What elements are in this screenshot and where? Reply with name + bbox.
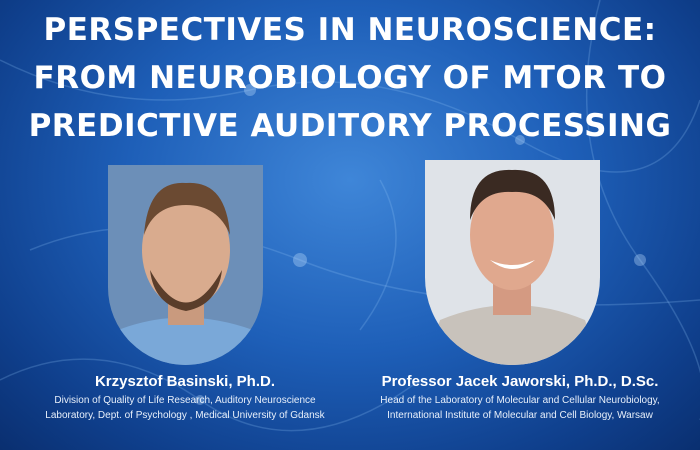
speaker-name-basinski: Krzysztof Basinski, Ph.D. <box>94 373 276 390</box>
speaker-affiliation-basinski: Division of Quality of Life Research, Au… <box>20 393 350 423</box>
affiliation-line: Laboratory, Dept. of Psychology , Medica… <box>45 410 325 421</box>
speaker-photo-basinski <box>108 165 263 365</box>
affiliation-line: International Institute of Molecular and… <box>387 410 653 421</box>
page-title: PERSPECTIVES IN NEUROSCIENCE: FROM NEURO… <box>28 12 672 144</box>
speaker-name-jaworski: Professor Jacek Jaworski, Ph.D., D.Sc. <box>381 373 659 390</box>
speaker-photo-jaworski <box>425 160 600 365</box>
affiliation-line: Division of Quality of Life Research, Au… <box>54 395 316 406</box>
affiliation-line: Head of the Laboratory of Molecular and … <box>380 395 660 406</box>
speaker-affiliation-jaworski: Head of the Laboratory of Molecular and … <box>350 393 690 423</box>
